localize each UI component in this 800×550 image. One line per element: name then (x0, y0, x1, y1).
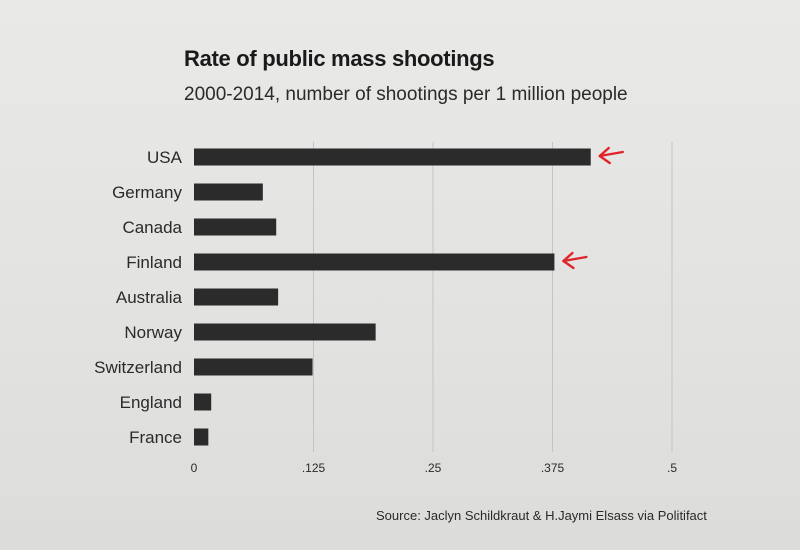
category-label: Finland (126, 253, 182, 272)
bar (194, 253, 555, 271)
bar (194, 148, 591, 166)
source-note: Source: Jaclyn Schildkraut & H.Jaymi Els… (376, 508, 707, 523)
category-label: England (120, 393, 182, 412)
tick-label: .25 (425, 461, 442, 475)
category-label: Norway (124, 323, 182, 342)
bars (194, 148, 591, 446)
chart-title: Rate of public mass shootings (184, 46, 495, 71)
category-labels: USA Germany Canada Finland Australia Norway Sw… (94, 148, 183, 447)
bar (194, 428, 209, 446)
gridlines (313, 142, 673, 452)
highlight-arrows (562, 146, 624, 270)
tick-labels: 0 .125 .25 .375 .5 (191, 461, 678, 475)
category-label: France (129, 428, 182, 447)
tick-label: .125 (302, 461, 326, 475)
category-label: Switzerland (94, 358, 182, 377)
category-label: Australia (116, 288, 183, 307)
bar (194, 183, 263, 201)
tick-label: .5 (667, 461, 677, 475)
highlight-arrow (562, 251, 588, 270)
bar (194, 218, 277, 236)
tick-label: 0 (191, 461, 198, 475)
bar (194, 358, 313, 376)
highlight-arrow (598, 146, 624, 165)
category-label: Canada (122, 218, 182, 237)
bar (194, 393, 212, 411)
tick-label: .375 (541, 461, 565, 475)
category-label: USA (147, 148, 183, 167)
bar (194, 323, 376, 341)
bar (194, 288, 279, 306)
category-label: Germany (112, 183, 182, 202)
chart-subtitle: 2000-2014, number of shootings per 1 mil… (184, 84, 628, 105)
